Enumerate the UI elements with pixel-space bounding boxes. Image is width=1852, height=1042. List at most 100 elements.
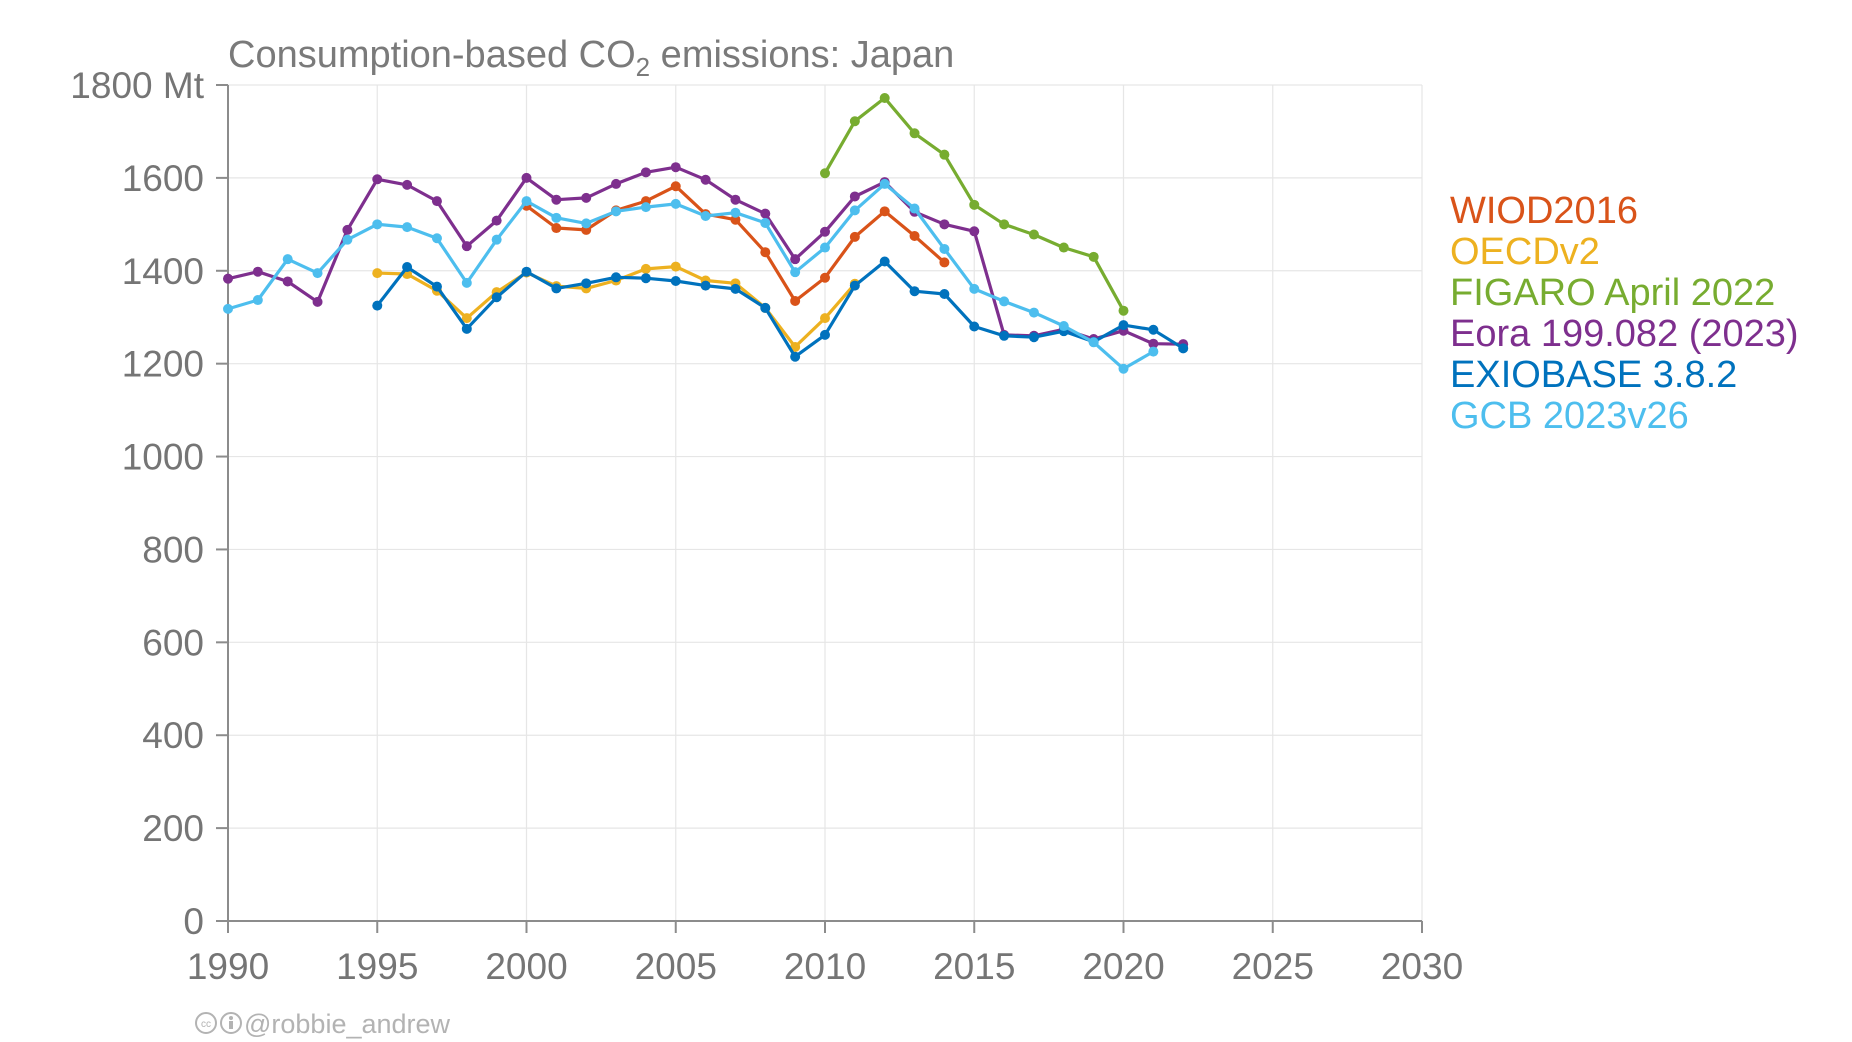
data-point: [431, 233, 442, 244]
data-point: [790, 341, 801, 352]
x-tick-label: 2005: [635, 946, 717, 987]
data-point: [760, 208, 771, 219]
legend-entry: Eora 199.082 (2023): [1450, 313, 1799, 355]
x-tick-label: 1990: [187, 946, 269, 987]
y-tick-label: 600: [142, 622, 204, 663]
data-point: [969, 226, 980, 237]
legend-entry: FIGARO April 2022: [1450, 272, 1775, 314]
data-point: [790, 267, 801, 278]
data-point: [1058, 321, 1069, 332]
data-point: [700, 280, 711, 291]
credit: cc @robbie_andrew: [195, 1009, 451, 1039]
data-point: [999, 330, 1010, 341]
data-point: [760, 247, 771, 258]
data-point: [820, 168, 830, 179]
data-point: [1028, 307, 1039, 318]
legend-entry: OECDv2: [1450, 231, 1600, 273]
x-tick-label: 2000: [485, 946, 567, 987]
data-point: [640, 167, 651, 178]
data-point: [551, 223, 562, 234]
data-point: [730, 194, 741, 205]
data-point: [820, 313, 830, 324]
data-point: [969, 283, 980, 294]
data-point: [431, 281, 442, 292]
data-point: [521, 172, 532, 183]
y-tick-label: 1800 Mt: [70, 65, 204, 106]
x-tick-label: 2015: [933, 946, 1015, 987]
data-point: [402, 179, 413, 190]
axes: 0 200 400 600 800 1000 1200 1400 1600 1800 Mt 1990…: [70, 65, 1463, 987]
x-tick-label: 2030: [1381, 946, 1463, 987]
y-tick-label: 1000: [122, 437, 204, 478]
legend-entry: GCB 2023v26: [1450, 395, 1689, 437]
data-point: [1088, 337, 1099, 348]
data-point: [372, 300, 383, 311]
data-point: [700, 210, 711, 221]
series-2: [820, 93, 1129, 316]
data-point: [461, 323, 472, 334]
series-lines: [223, 93, 1189, 374]
data-point: [849, 280, 860, 291]
data-point: [670, 198, 681, 209]
y-tick-label: 1600: [122, 158, 204, 199]
data-point: [760, 302, 771, 313]
data-point: [223, 273, 233, 284]
svg-text:cc: cc: [201, 1019, 211, 1030]
data-point: [999, 219, 1010, 230]
x-tick-label: 1995: [336, 946, 418, 987]
data-point: [760, 217, 771, 228]
data-point: [1148, 324, 1159, 335]
data-point: [461, 313, 472, 324]
data-point: [969, 321, 980, 332]
data-point: [372, 174, 383, 185]
data-point: [312, 268, 323, 279]
data-point: [581, 192, 592, 203]
data-point: [491, 215, 502, 226]
data-point: [790, 351, 801, 362]
y-tick-label: 800: [142, 529, 204, 570]
x-tick-label: 2020: [1082, 946, 1164, 987]
data-point: [730, 207, 741, 218]
series-3: [223, 162, 1189, 350]
y-tick-label: 0: [183, 901, 204, 942]
legend-entry: WIOD2016: [1450, 190, 1638, 232]
data-point: [909, 230, 920, 241]
data-point: [581, 278, 592, 289]
data-point: [551, 194, 562, 205]
data-point: [1148, 346, 1159, 357]
data-point: [1058, 242, 1069, 253]
data-point: [670, 181, 681, 192]
data-point: [939, 289, 950, 299]
grid: [228, 84, 1423, 921]
data-point: [820, 242, 830, 253]
data-point: [1028, 229, 1039, 240]
data-point: [849, 205, 860, 216]
data-point: [1028, 332, 1039, 343]
series-line: [375, 259, 1185, 359]
y-tick-label: 200: [142, 808, 204, 849]
data-point: [551, 283, 562, 294]
legend-entry: EXIOBASE 3.8.2: [1450, 354, 1737, 396]
data-point: [820, 226, 830, 237]
data-point: [372, 219, 383, 230]
data-point: [879, 206, 890, 217]
data-point: [700, 174, 711, 185]
data-point: [969, 199, 980, 210]
data-point: [640, 202, 651, 213]
cc-license-icon: cc: [195, 1012, 217, 1034]
data-point: [730, 214, 741, 225]
data-point: [1178, 343, 1189, 354]
x-tick-label: 2010: [784, 946, 866, 987]
data-point: [342, 224, 353, 235]
data-point: [849, 116, 860, 127]
data-point: [879, 256, 890, 267]
data-point: [849, 231, 860, 242]
x-tick-label: 2025: [1232, 946, 1314, 987]
data-point: [909, 203, 920, 214]
data-point: [372, 268, 383, 279]
y-tick-label: 1200: [122, 344, 204, 385]
data-point: [879, 93, 890, 104]
data-point: [581, 218, 592, 229]
